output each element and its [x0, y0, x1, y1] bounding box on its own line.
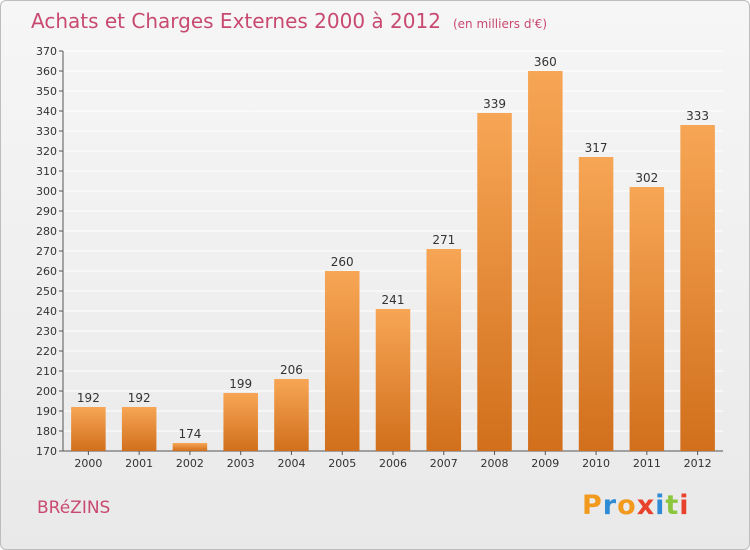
logo-letter: t [665, 490, 680, 521]
data-label-2007: 271 [432, 233, 455, 247]
data-label-2012: 333 [686, 109, 709, 123]
x-tick-label-2012: 2012 [684, 457, 712, 470]
chart-title: Achats et Charges Externes 2000 à 2012 (e… [31, 9, 547, 33]
y-tick-label: 280 [36, 225, 57, 238]
y-tick-label: 270 [36, 245, 57, 258]
y-tick-label: 190 [36, 405, 57, 418]
commune-name: BRéZINS [37, 498, 111, 518]
logo-letter: i [655, 490, 666, 521]
logo-letter: x [636, 490, 656, 521]
bar-2009 [528, 71, 563, 451]
y-tick-label: 250 [36, 285, 57, 298]
logo-letter: P [582, 490, 603, 521]
bar-2002 [172, 443, 208, 451]
data-label-2001: 192 [128, 391, 151, 405]
bar-2011 [629, 187, 665, 451]
data-labels: 192 192 174 199 206 260 241 271 339 360 317 302 333 [77, 55, 709, 441]
bar-2001 [121, 407, 157, 451]
y-tick-label: 260 [36, 265, 57, 278]
x-tick-label-2003: 2003 [227, 457, 255, 470]
bar-2006 [375, 309, 411, 451]
x-tick-label-2011: 2011 [633, 457, 661, 470]
x-tick-label-2002: 2002 [176, 457, 204, 470]
y-tick-label: 200 [36, 385, 57, 398]
data-label-2008: 339 [483, 97, 506, 111]
data-label-2011: 302 [635, 171, 658, 185]
bar-2003 [223, 393, 258, 451]
y-tick-label: 230 [36, 325, 57, 338]
bars [71, 71, 715, 451]
x-tick-label-2001: 2001 [125, 457, 153, 470]
data-label-2003: 199 [229, 377, 252, 391]
y-tick-label: 350 [36, 85, 57, 98]
data-label-2000: 192 [77, 391, 100, 405]
data-label-2006: 241 [382, 293, 405, 307]
x-tick-label-2007: 2007 [430, 457, 458, 470]
y-tick-label: 240 [36, 305, 57, 318]
data-label-2002: 174 [178, 427, 201, 441]
bar-2000 [71, 407, 106, 451]
logo-letter: i [679, 490, 690, 521]
bar-2007 [426, 249, 462, 451]
logo-letter: r [602, 490, 618, 521]
y-tick-label: 210 [36, 365, 57, 378]
x-tick-label-2004: 2004 [277, 457, 305, 470]
bar-2008 [477, 113, 512, 451]
y-tick-label: 330 [36, 125, 57, 138]
x-tick-label-2005: 2005 [328, 457, 356, 470]
y-tick-label: 300 [36, 185, 57, 198]
data-label-2009: 360 [534, 55, 557, 69]
y-tick-label: 340 [36, 105, 57, 118]
bar-2012 [680, 125, 715, 451]
x-tick-label-2008: 2008 [481, 457, 509, 470]
y-tick-label: 320 [36, 145, 57, 158]
y-tick-label: 310 [36, 165, 57, 178]
chart-subtitle: (en milliers d'€) [452, 17, 548, 31]
y-tick-label: 360 [36, 65, 57, 78]
x-tick-label-2010: 2010 [582, 457, 610, 470]
bar-2010 [578, 157, 614, 451]
y-tick-label: 370 [36, 45, 57, 58]
y-tick-label: 220 [36, 345, 57, 358]
data-label-2010: 317 [585, 141, 608, 155]
x-tick-label-2006: 2006 [379, 457, 407, 470]
y-tick-label: 180 [36, 425, 57, 438]
y-tick-label: 290 [36, 205, 57, 218]
y-tick-label: 170 [36, 445, 57, 458]
bar-2005 [324, 271, 360, 451]
x-tick-label-2009: 2009 [531, 457, 559, 470]
title-text: Achats et Charges Externes 2000 à 2012 [31, 9, 441, 33]
data-label-2005: 260 [331, 255, 354, 269]
logo-letter: o [617, 490, 637, 521]
data-label-2004: 206 [280, 363, 303, 377]
proxiti-logo[interactable]: Proxiti [582, 490, 690, 521]
x-tick-label-2000: 2000 [74, 457, 102, 470]
bar-2004 [274, 379, 309, 451]
